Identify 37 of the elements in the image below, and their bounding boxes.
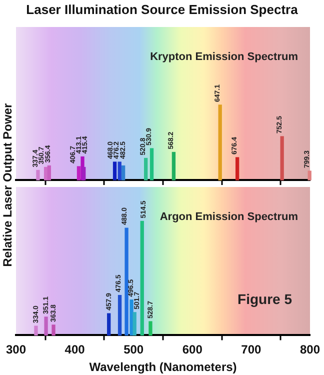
bar [76,166,81,180]
bar [118,162,122,180]
x-tick-label: 600 [182,342,203,357]
annotation: Figure 5 [238,291,292,308]
bar [107,313,111,336]
text: Krypton Emission Spectrum [150,51,298,64]
bar [47,165,51,180]
bar [118,294,122,336]
bar [150,148,154,180]
x-axis-title: Wavelength (Nanometers) [89,360,237,374]
bar [308,170,312,180]
bar [34,326,38,336]
x-tick-label: 300 [6,342,26,357]
chart-title: Laser Illumination Source Emission Spectra [25,2,299,17]
bar [280,136,284,180]
bar [148,321,152,336]
x-tick-label: 500 [124,342,144,357]
bar [112,162,117,180]
bar [82,166,86,180]
bar [172,152,176,180]
bar [132,312,136,336]
bar [36,170,40,180]
bar [144,158,148,180]
x-tick-label: 700 [241,342,262,357]
bar [121,165,126,180]
bar [130,300,134,336]
bar [218,104,222,180]
bar [44,166,48,180]
bar [235,157,240,180]
bar [44,316,48,336]
bar [124,228,128,336]
bar [52,324,56,336]
x-tick-label: 800 [300,342,320,357]
x-tick-label: 400 [64,342,86,357]
y-axis-title: Relative Laser Output Power [0,102,14,269]
annotation: Argon Emission Spectrum [160,211,298,224]
bar [140,220,144,336]
